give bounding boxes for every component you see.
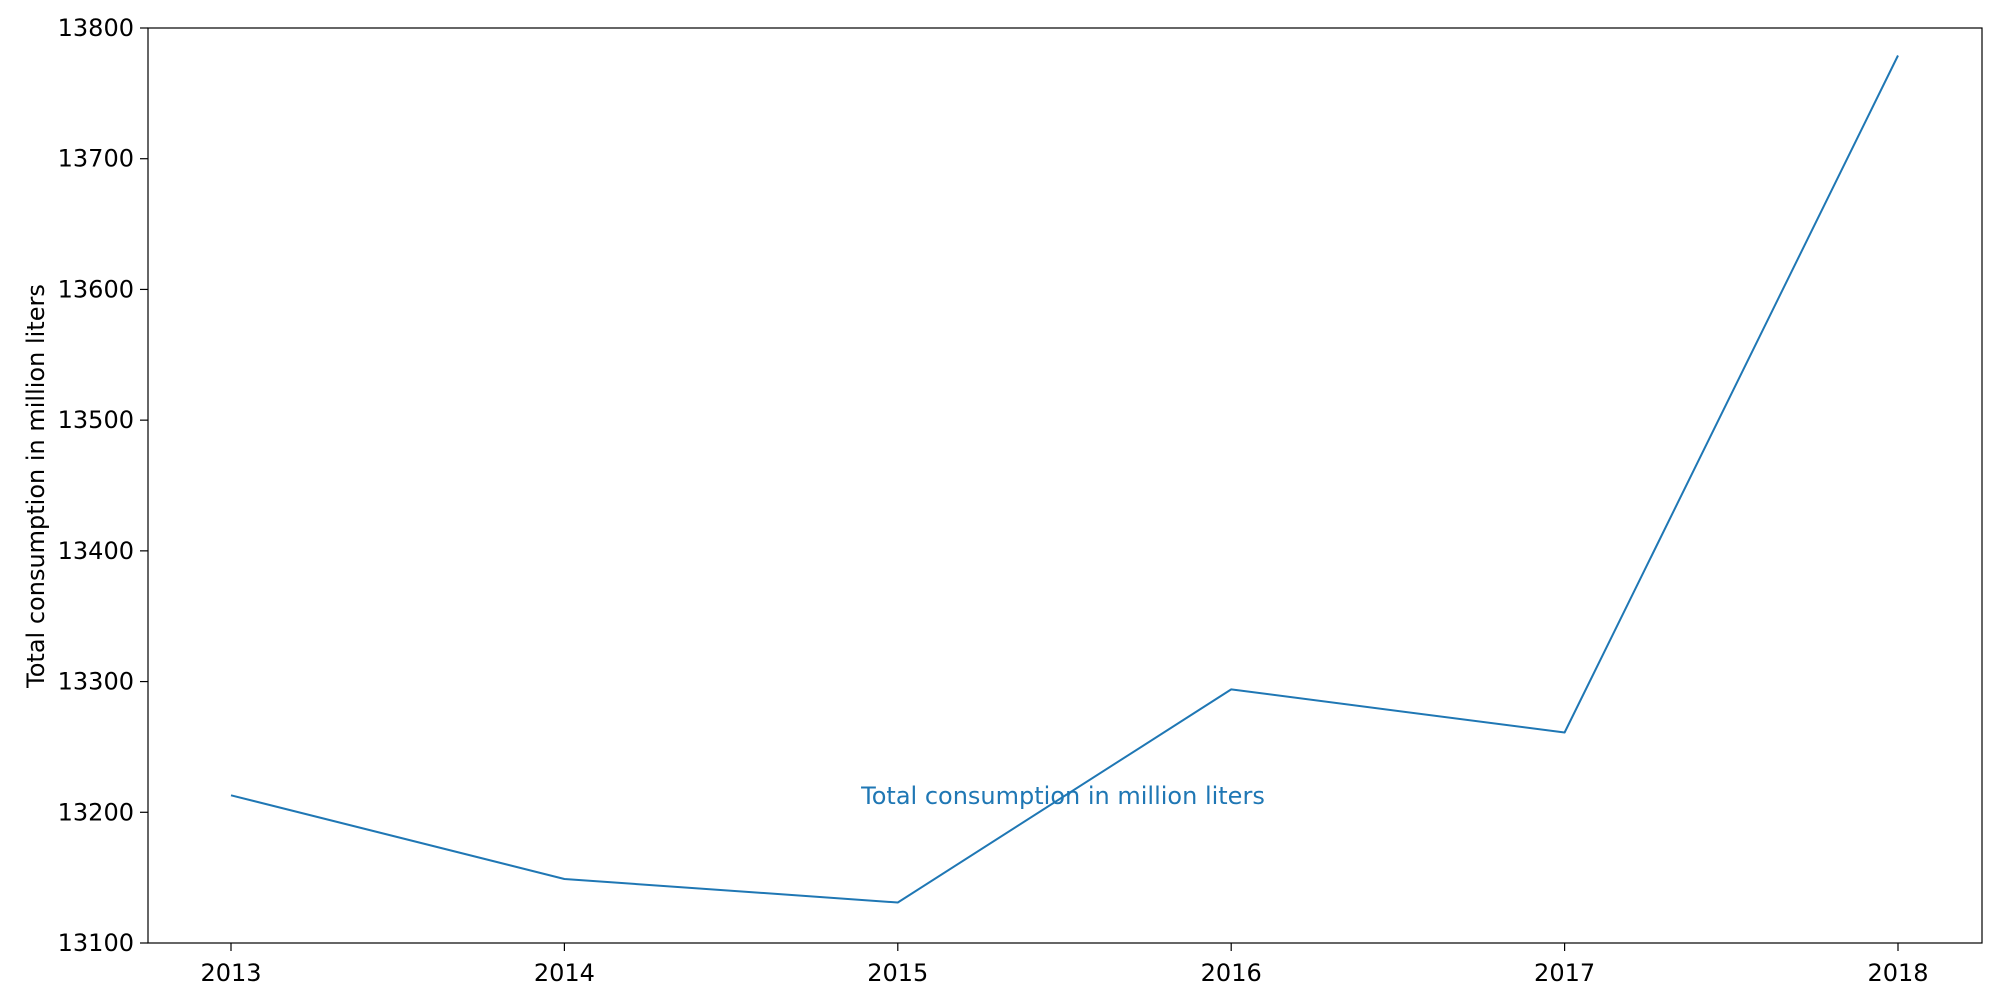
plot-frame xyxy=(147,27,1983,944)
series-line xyxy=(230,55,1899,904)
tick-marks xyxy=(140,27,1899,951)
axes xyxy=(147,27,1983,944)
x-tick-label: 2015 xyxy=(867,959,928,987)
series-lines xyxy=(230,55,1899,904)
y-tick-label: 13400 xyxy=(58,537,134,565)
x-tick-label: 2013 xyxy=(200,959,261,987)
y-tick-label: 13200 xyxy=(58,798,134,826)
y-tick-label: 13100 xyxy=(58,929,134,957)
x-tick-label: 2018 xyxy=(1867,959,1928,987)
y-tick-label: 13300 xyxy=(58,668,134,696)
y-tick-label: 13700 xyxy=(58,145,134,173)
y-tick-label: 13600 xyxy=(58,275,134,303)
y-axis-label: Total consumption in million liters xyxy=(22,284,50,689)
x-tick-label: 2016 xyxy=(1201,959,1262,987)
series-annotation-label: Total consumption in million liters xyxy=(860,782,1265,810)
x-tick-label: 2014 xyxy=(534,959,595,987)
y-tick-label: 13500 xyxy=(58,406,134,434)
y-tick-label: 13800 xyxy=(58,14,134,42)
x-tick-label: 2017 xyxy=(1534,959,1595,987)
labels: Total consumption in million liters Tota… xyxy=(22,14,1929,987)
